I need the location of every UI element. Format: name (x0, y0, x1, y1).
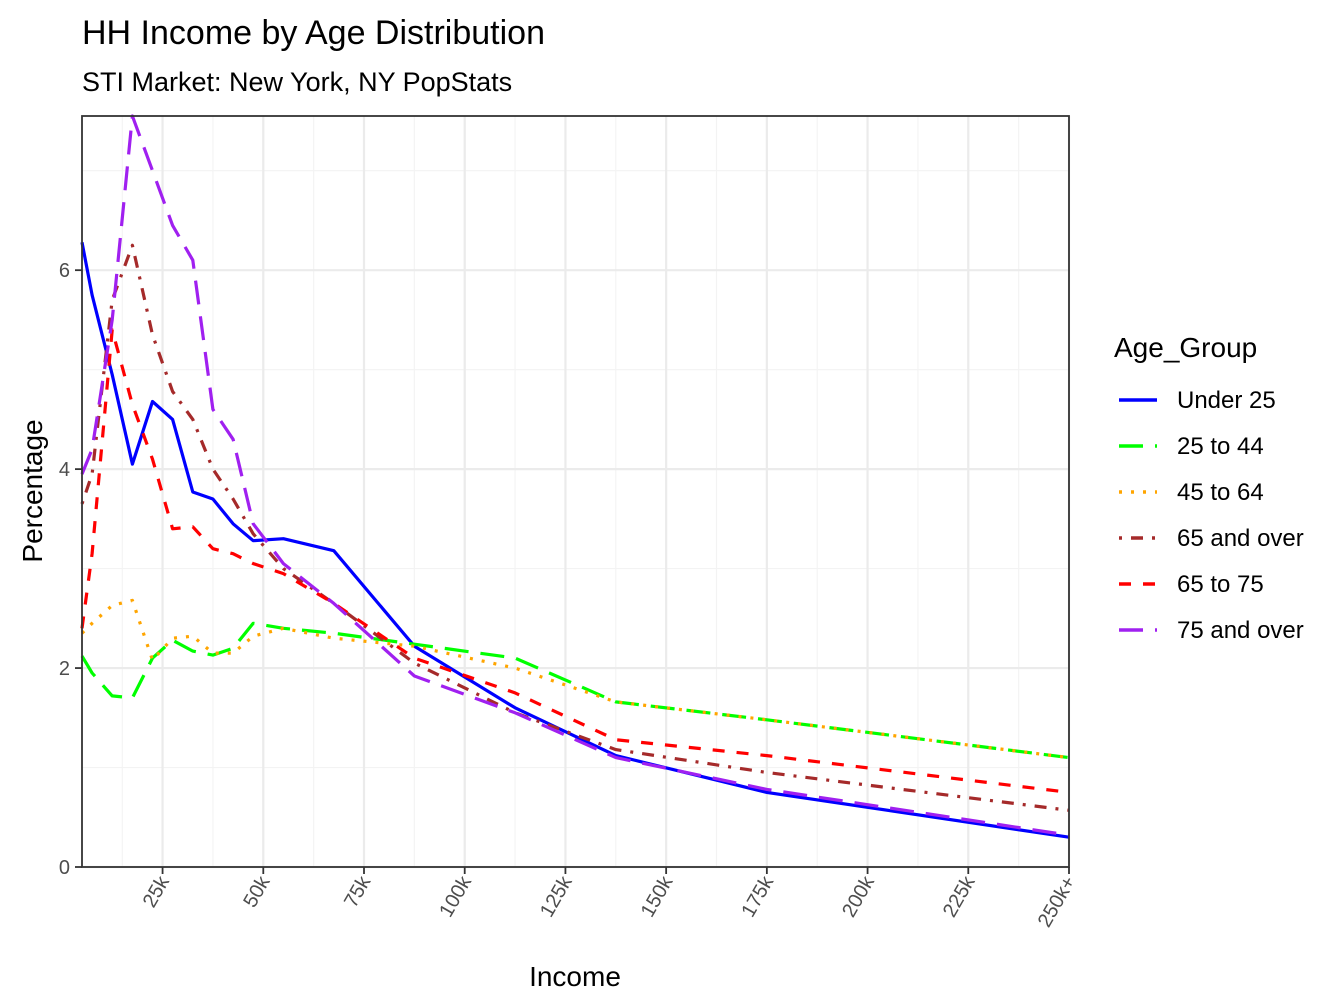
series-line-under-25 (80, 241, 1070, 839)
x-tick-label: 25k (139, 872, 175, 912)
x-tick-label: 250k+ (1034, 873, 1081, 932)
grid (82, 116, 1071, 869)
y-tick-label: 2 (59, 658, 70, 680)
y-axis: 0 2 4 6 (59, 260, 82, 879)
x-tick-label: 175k (737, 872, 778, 921)
series-line-65-to-75 (80, 328, 1070, 794)
y-tick-label: 0 (59, 857, 70, 879)
x-tick-label: 100k (435, 872, 476, 921)
y-axis-title: Percentage (17, 419, 48, 562)
y-tick-label: 6 (59, 260, 70, 282)
legend-label-75-and-over: 75 and over (1177, 617, 1304, 644)
y-tick-label: 4 (59, 459, 70, 481)
legend-title: Age_Group (1114, 332, 1257, 363)
series-line-45-to-64 (80, 598, 1070, 760)
legend-label-25-to-44: 25 to 44 (1177, 433, 1264, 460)
chart-title: HH Income by Age Distribution (82, 14, 545, 52)
x-axis: 25k 50k 75k 100k 125k 150k 175k 200k 225k 250k+ (139, 867, 1081, 932)
x-axis-title: Income (529, 961, 621, 992)
legend: Age_Group Under 25 25 to 44 45 to 64 65 and… (1114, 332, 1304, 644)
x-tick-label: 125k (536, 872, 577, 921)
x-tick-label: 200k (838, 872, 879, 921)
series-line-65-and-over (80, 243, 1070, 812)
series-lines (80, 114, 1070, 839)
chart-subtitle: STI Market: New York, NY PopStats (82, 67, 512, 97)
x-tick-label: 225k (939, 872, 980, 921)
x-tick-label: 50k (239, 872, 275, 912)
series-line-75-and-over (80, 114, 1070, 837)
legend-label-65-and-over: 65 and over (1177, 525, 1304, 552)
legend-label-under-25: Under 25 (1177, 387, 1276, 414)
x-tick-label: 75k (340, 872, 376, 912)
x-tick-label: 150k (637, 872, 678, 921)
legend-label-65-to-75: 65 to 75 (1177, 571, 1264, 598)
legend-label-45-to-64: 45 to 64 (1177, 479, 1264, 506)
panel-border (81, 115, 1070, 868)
